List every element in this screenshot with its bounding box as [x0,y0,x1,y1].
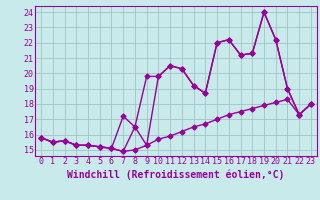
X-axis label: Windchill (Refroidissement éolien,°C): Windchill (Refroidissement éolien,°C) [67,169,285,180]
